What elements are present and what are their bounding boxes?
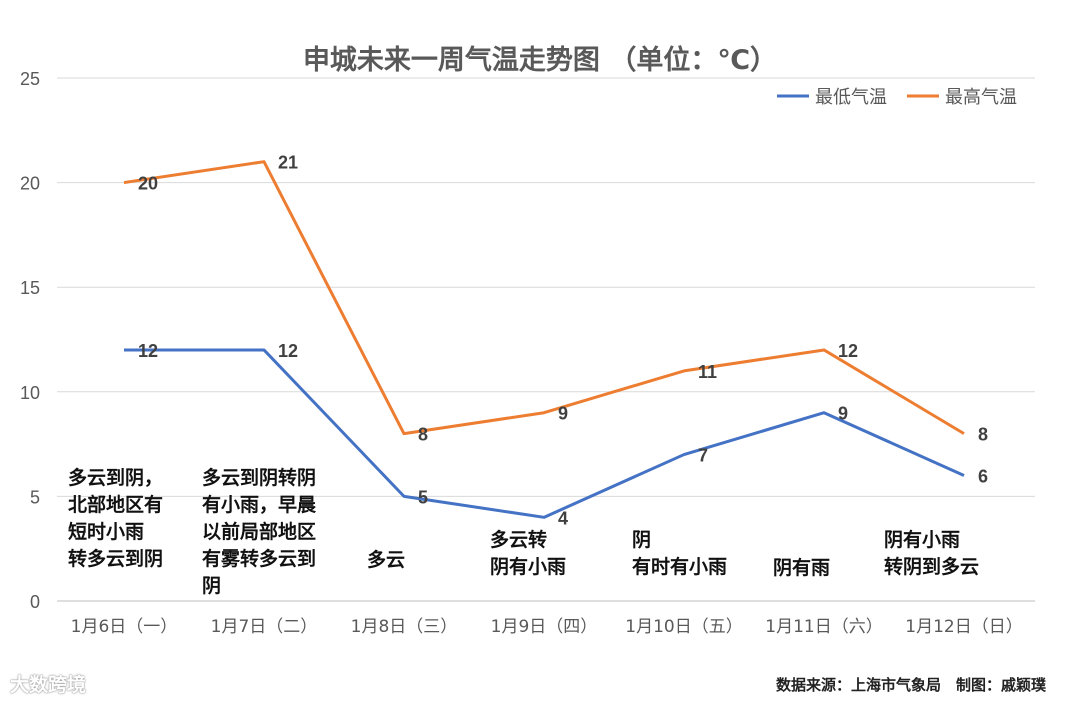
series-line-high: [123, 160, 965, 436]
source-credit: 数据来源：上海市气象局 制图：戚颖璞: [775, 676, 1046, 694]
data-label: 6: [978, 466, 988, 486]
y-tick-label: 10: [20, 383, 40, 403]
weather-note: 多云到阴， 北部地区有 短时小雨 转多云到阴: [68, 467, 164, 570]
weather-note: 多云: [367, 549, 406, 571]
data-label: 12: [838, 341, 858, 361]
weather-note: 多云到阴转阴 有小雨，早晨 以前局部地区 有雾转多云到 阴: [202, 467, 317, 597]
watermark: 大数跨境: [10, 674, 87, 696]
x-tick-label: 1月7日（二）: [211, 617, 318, 637]
data-label: 20: [138, 174, 158, 194]
x-tick-label: 1月9日（四）: [491, 617, 598, 637]
x-tick-label: 1月11日（六）: [765, 617, 882, 637]
x-tick-label: 1月8日（三）: [351, 617, 458, 637]
weather-note: 多云转 阴有小雨: [490, 529, 567, 578]
y-tick-label: 0: [30, 592, 40, 612]
data-label: 7: [698, 446, 708, 466]
y-tick-label: 15: [20, 278, 40, 298]
data-label: 8: [418, 425, 428, 445]
data-label: 21: [278, 153, 298, 173]
data-label: 5: [418, 487, 428, 507]
chart-title: 申城未来一周气温走势图 （单位：℃）: [302, 45, 778, 76]
data-label: 12: [138, 341, 158, 361]
legend-label: 最低气温: [815, 87, 887, 108]
x-tick-label: 1月12日（日）: [905, 617, 1022, 637]
data-label: 4: [558, 508, 568, 528]
weather-note: 阴有雨: [773, 557, 831, 579]
y-tick-label: 25: [20, 69, 40, 89]
data-label: 9: [558, 404, 568, 424]
weather-note: 阴 有时有小雨: [632, 529, 728, 578]
data-label: 9: [838, 404, 848, 424]
series-line-low: [124, 348, 965, 519]
data-label: 8: [978, 425, 988, 445]
weather-note: 阴有小雨 转阴到多云: [884, 529, 980, 578]
x-tick-label: 1月6日（一）: [71, 617, 178, 637]
y-tick-label: 20: [20, 174, 40, 194]
data-label: 11: [698, 362, 717, 382]
y-tick-label: 5: [30, 487, 40, 507]
data-label: 12: [278, 341, 298, 361]
x-tick-label: 1月10日（五）: [625, 617, 742, 637]
legend-label: 最高气温: [945, 87, 1017, 108]
